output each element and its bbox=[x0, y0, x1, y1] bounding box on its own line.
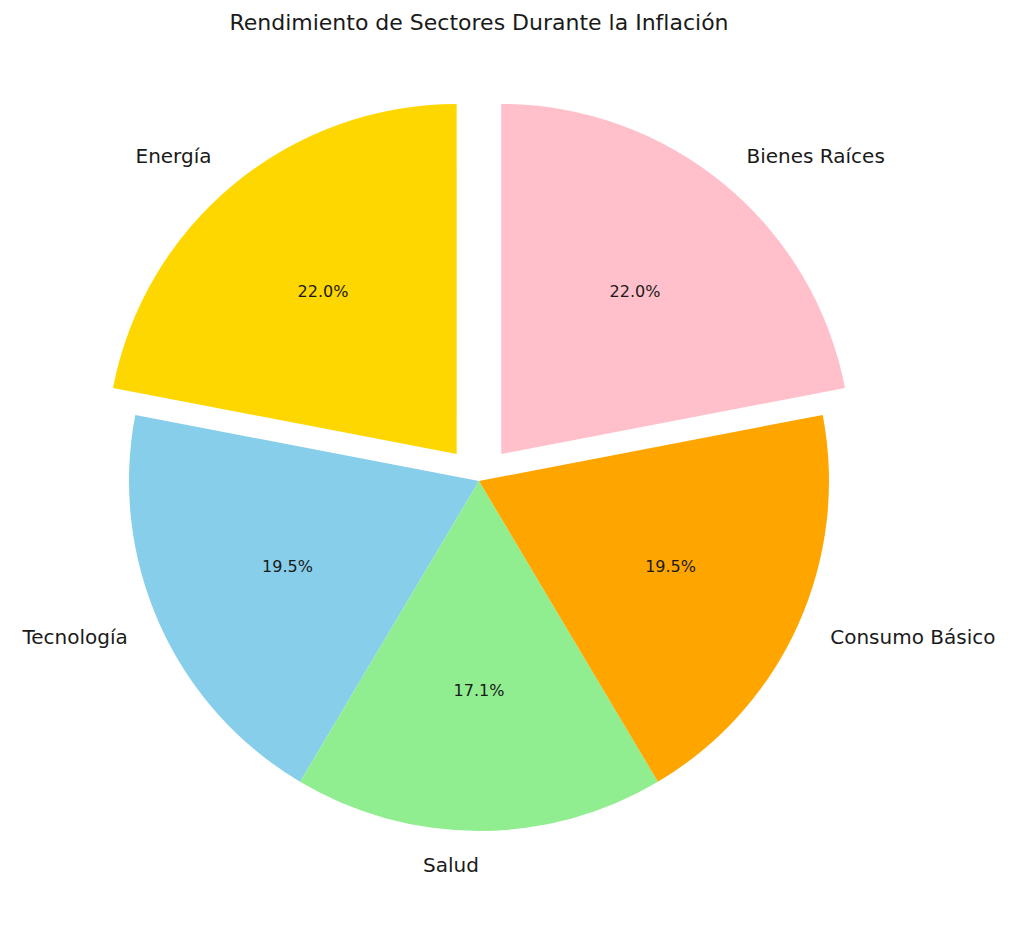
slice-value-label: 19.5% bbox=[645, 557, 696, 576]
slice-label: Bienes Raíces bbox=[746, 144, 884, 168]
slice-value-label: 19.5% bbox=[262, 557, 313, 576]
slice-label: Salud bbox=[423, 853, 479, 877]
slice-value-label: 22.0% bbox=[298, 282, 349, 301]
slice-value-label: 17.1% bbox=[454, 681, 505, 700]
chart-root: Rendimiento de Sectores Durante la Infla… bbox=[0, 0, 1024, 932]
chart-title: Rendimiento de Sectores Durante la Infla… bbox=[229, 10, 728, 35]
slice-value-label: 22.0% bbox=[610, 282, 661, 301]
slice-label: Energía bbox=[136, 144, 212, 168]
pie-slice bbox=[479, 415, 829, 782]
slice-label: Consumo Básico bbox=[830, 625, 995, 649]
slice-label: Tecnología bbox=[21, 625, 127, 649]
pie-slice bbox=[113, 104, 457, 454]
slices bbox=[113, 104, 845, 831]
labels: Energía 22.0% Tecnología 19.5% Salud 17.1% Con… bbox=[21, 144, 995, 877]
